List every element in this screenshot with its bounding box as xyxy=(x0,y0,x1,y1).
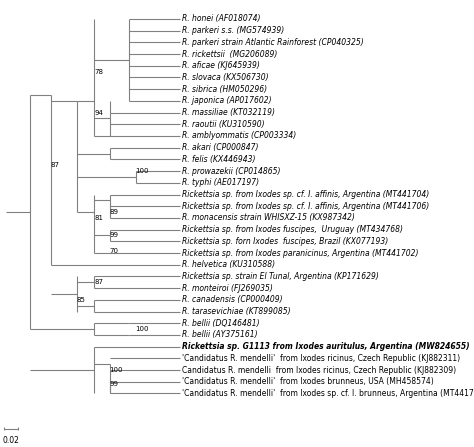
Text: R. bellii (AY375161): R. bellii (AY375161) xyxy=(182,330,257,339)
Text: R. sibrica (HM050296): R. sibrica (HM050296) xyxy=(182,84,267,94)
Text: R. bellii (DQ146481): R. bellii (DQ146481) xyxy=(182,319,259,328)
Text: R. monacensis strain WHISXZ-15 (KX987342): R. monacensis strain WHISXZ-15 (KX987342… xyxy=(182,213,355,223)
Text: 'Candidatus R. mendelli'  from Ixodes sp. cf. I. brunneus, Argentina (MT441701): 'Candidatus R. mendelli' from Ixodes sp.… xyxy=(182,389,474,398)
Text: Rickettsia sp. G1113 from Ixodes auritulus, Argentina (MW824655): Rickettsia sp. G1113 from Ixodes auritul… xyxy=(182,342,469,351)
Text: R. canadensis (CP000409): R. canadensis (CP000409) xyxy=(182,295,282,304)
Text: R. parkeri s.s. (MG574939): R. parkeri s.s. (MG574939) xyxy=(182,26,284,35)
Text: 100: 100 xyxy=(109,367,123,373)
Text: 94: 94 xyxy=(94,110,103,116)
Text: 78: 78 xyxy=(94,68,103,75)
Text: 'Candidatus R. mendelli'  from Ixodes ricinus, Czech Republic (KJ882311): 'Candidatus R. mendelli' from Ixodes ric… xyxy=(182,354,460,363)
Text: Rickettsia sp. from Ixodes fuscipes,  Uruguay (MT434768): Rickettsia sp. from Ixodes fuscipes, Uru… xyxy=(182,225,402,234)
Text: 100: 100 xyxy=(136,168,149,174)
Text: R. rickettsii  (MG206089): R. rickettsii (MG206089) xyxy=(182,50,277,59)
Text: R. tarasevichiae (KT899085): R. tarasevichiae (KT899085) xyxy=(182,307,290,316)
Text: 87: 87 xyxy=(94,279,103,285)
Text: R. helvetica (KU310588): R. helvetica (KU310588) xyxy=(182,260,274,269)
Text: 81: 81 xyxy=(94,215,103,221)
Text: 70: 70 xyxy=(109,248,118,254)
Text: Candidatus R. mendelli  from Ixodes ricinus, Czech Republic (KJ882309): Candidatus R. mendelli from Ixodes ricin… xyxy=(182,366,456,375)
Text: Rickettsia sp. from Ixodes paranicinus, Argentina (MT441702): Rickettsia sp. from Ixodes paranicinus, … xyxy=(182,249,418,257)
Text: 100: 100 xyxy=(136,326,149,332)
Text: R. amblyommatis (CP003334): R. amblyommatis (CP003334) xyxy=(182,131,296,140)
Text: 87: 87 xyxy=(51,162,60,168)
Text: 89: 89 xyxy=(109,209,118,215)
Text: 99: 99 xyxy=(109,232,118,238)
Text: 0.02: 0.02 xyxy=(2,435,19,445)
Text: R. typhi (AE017197): R. typhi (AE017197) xyxy=(182,178,259,187)
Text: R. akari (CP000847): R. akari (CP000847) xyxy=(182,143,258,152)
Text: R. raoutii (KU310590): R. raoutii (KU310590) xyxy=(182,120,264,129)
Text: 'Candidatus R. mendelli'  from Ixodes brunneus, USA (MH458574): 'Candidatus R. mendelli' from Ixodes bru… xyxy=(182,377,433,386)
Text: R. monteiroi (FJ269035): R. monteiroi (FJ269035) xyxy=(182,284,273,293)
Text: Rickettsia sp. from Ixodes sp. cf. I. affinis, Argentina (MT441706): Rickettsia sp. from Ixodes sp. cf. I. af… xyxy=(182,202,429,211)
Text: 99: 99 xyxy=(109,381,118,387)
Text: R. honei (AF018074): R. honei (AF018074) xyxy=(182,14,260,23)
Text: R. aficae (KJ645939): R. aficae (KJ645939) xyxy=(182,61,259,70)
Text: R. slovaca (KX506730): R. slovaca (KX506730) xyxy=(182,73,268,82)
Text: R. massiliae (KT032119): R. massiliae (KT032119) xyxy=(182,108,274,117)
Text: 85: 85 xyxy=(77,297,86,303)
Text: R. parkeri strain Atlantic Rainforest (CP040325): R. parkeri strain Atlantic Rainforest (C… xyxy=(182,38,363,47)
Text: R. japonica (AP017602): R. japonica (AP017602) xyxy=(182,97,271,105)
Text: R. prowazekii (CP014865): R. prowazekii (CP014865) xyxy=(182,167,280,176)
Text: Rickettsia sp. from Ixodes sp. cf. I. affinis, Argentina (MT441704): Rickettsia sp. from Ixodes sp. cf. I. af… xyxy=(182,190,429,199)
Text: Rickettsia sp. forn Ixodes  fuscipes, Brazil (KX077193): Rickettsia sp. forn Ixodes fuscipes, Bra… xyxy=(182,237,388,246)
Text: R. felis (KX446943): R. felis (KX446943) xyxy=(182,155,255,164)
Text: Rickettsia sp. strain El Tunal, Argentina (KP171629): Rickettsia sp. strain El Tunal, Argentin… xyxy=(182,272,378,281)
